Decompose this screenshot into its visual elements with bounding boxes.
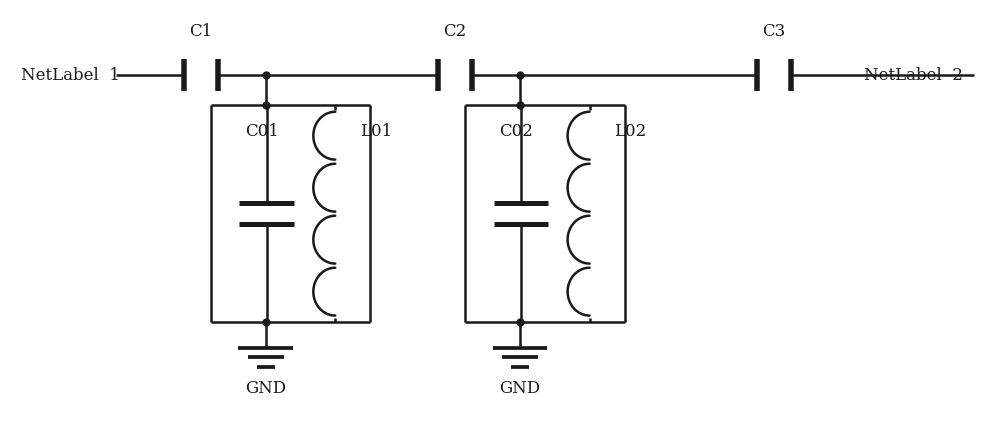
Text: C02: C02 (499, 123, 533, 140)
Text: L01: L01 (360, 123, 392, 140)
Text: C3: C3 (763, 24, 786, 41)
Text: NetLabel  1: NetLabel 1 (21, 67, 120, 84)
Text: C2: C2 (444, 24, 467, 41)
Text: C1: C1 (189, 24, 212, 41)
Text: L02: L02 (614, 123, 647, 140)
Text: NetLabel  2: NetLabel 2 (864, 67, 963, 84)
Text: GND: GND (499, 380, 541, 397)
Text: GND: GND (245, 380, 286, 397)
Text: C01: C01 (245, 123, 279, 140)
